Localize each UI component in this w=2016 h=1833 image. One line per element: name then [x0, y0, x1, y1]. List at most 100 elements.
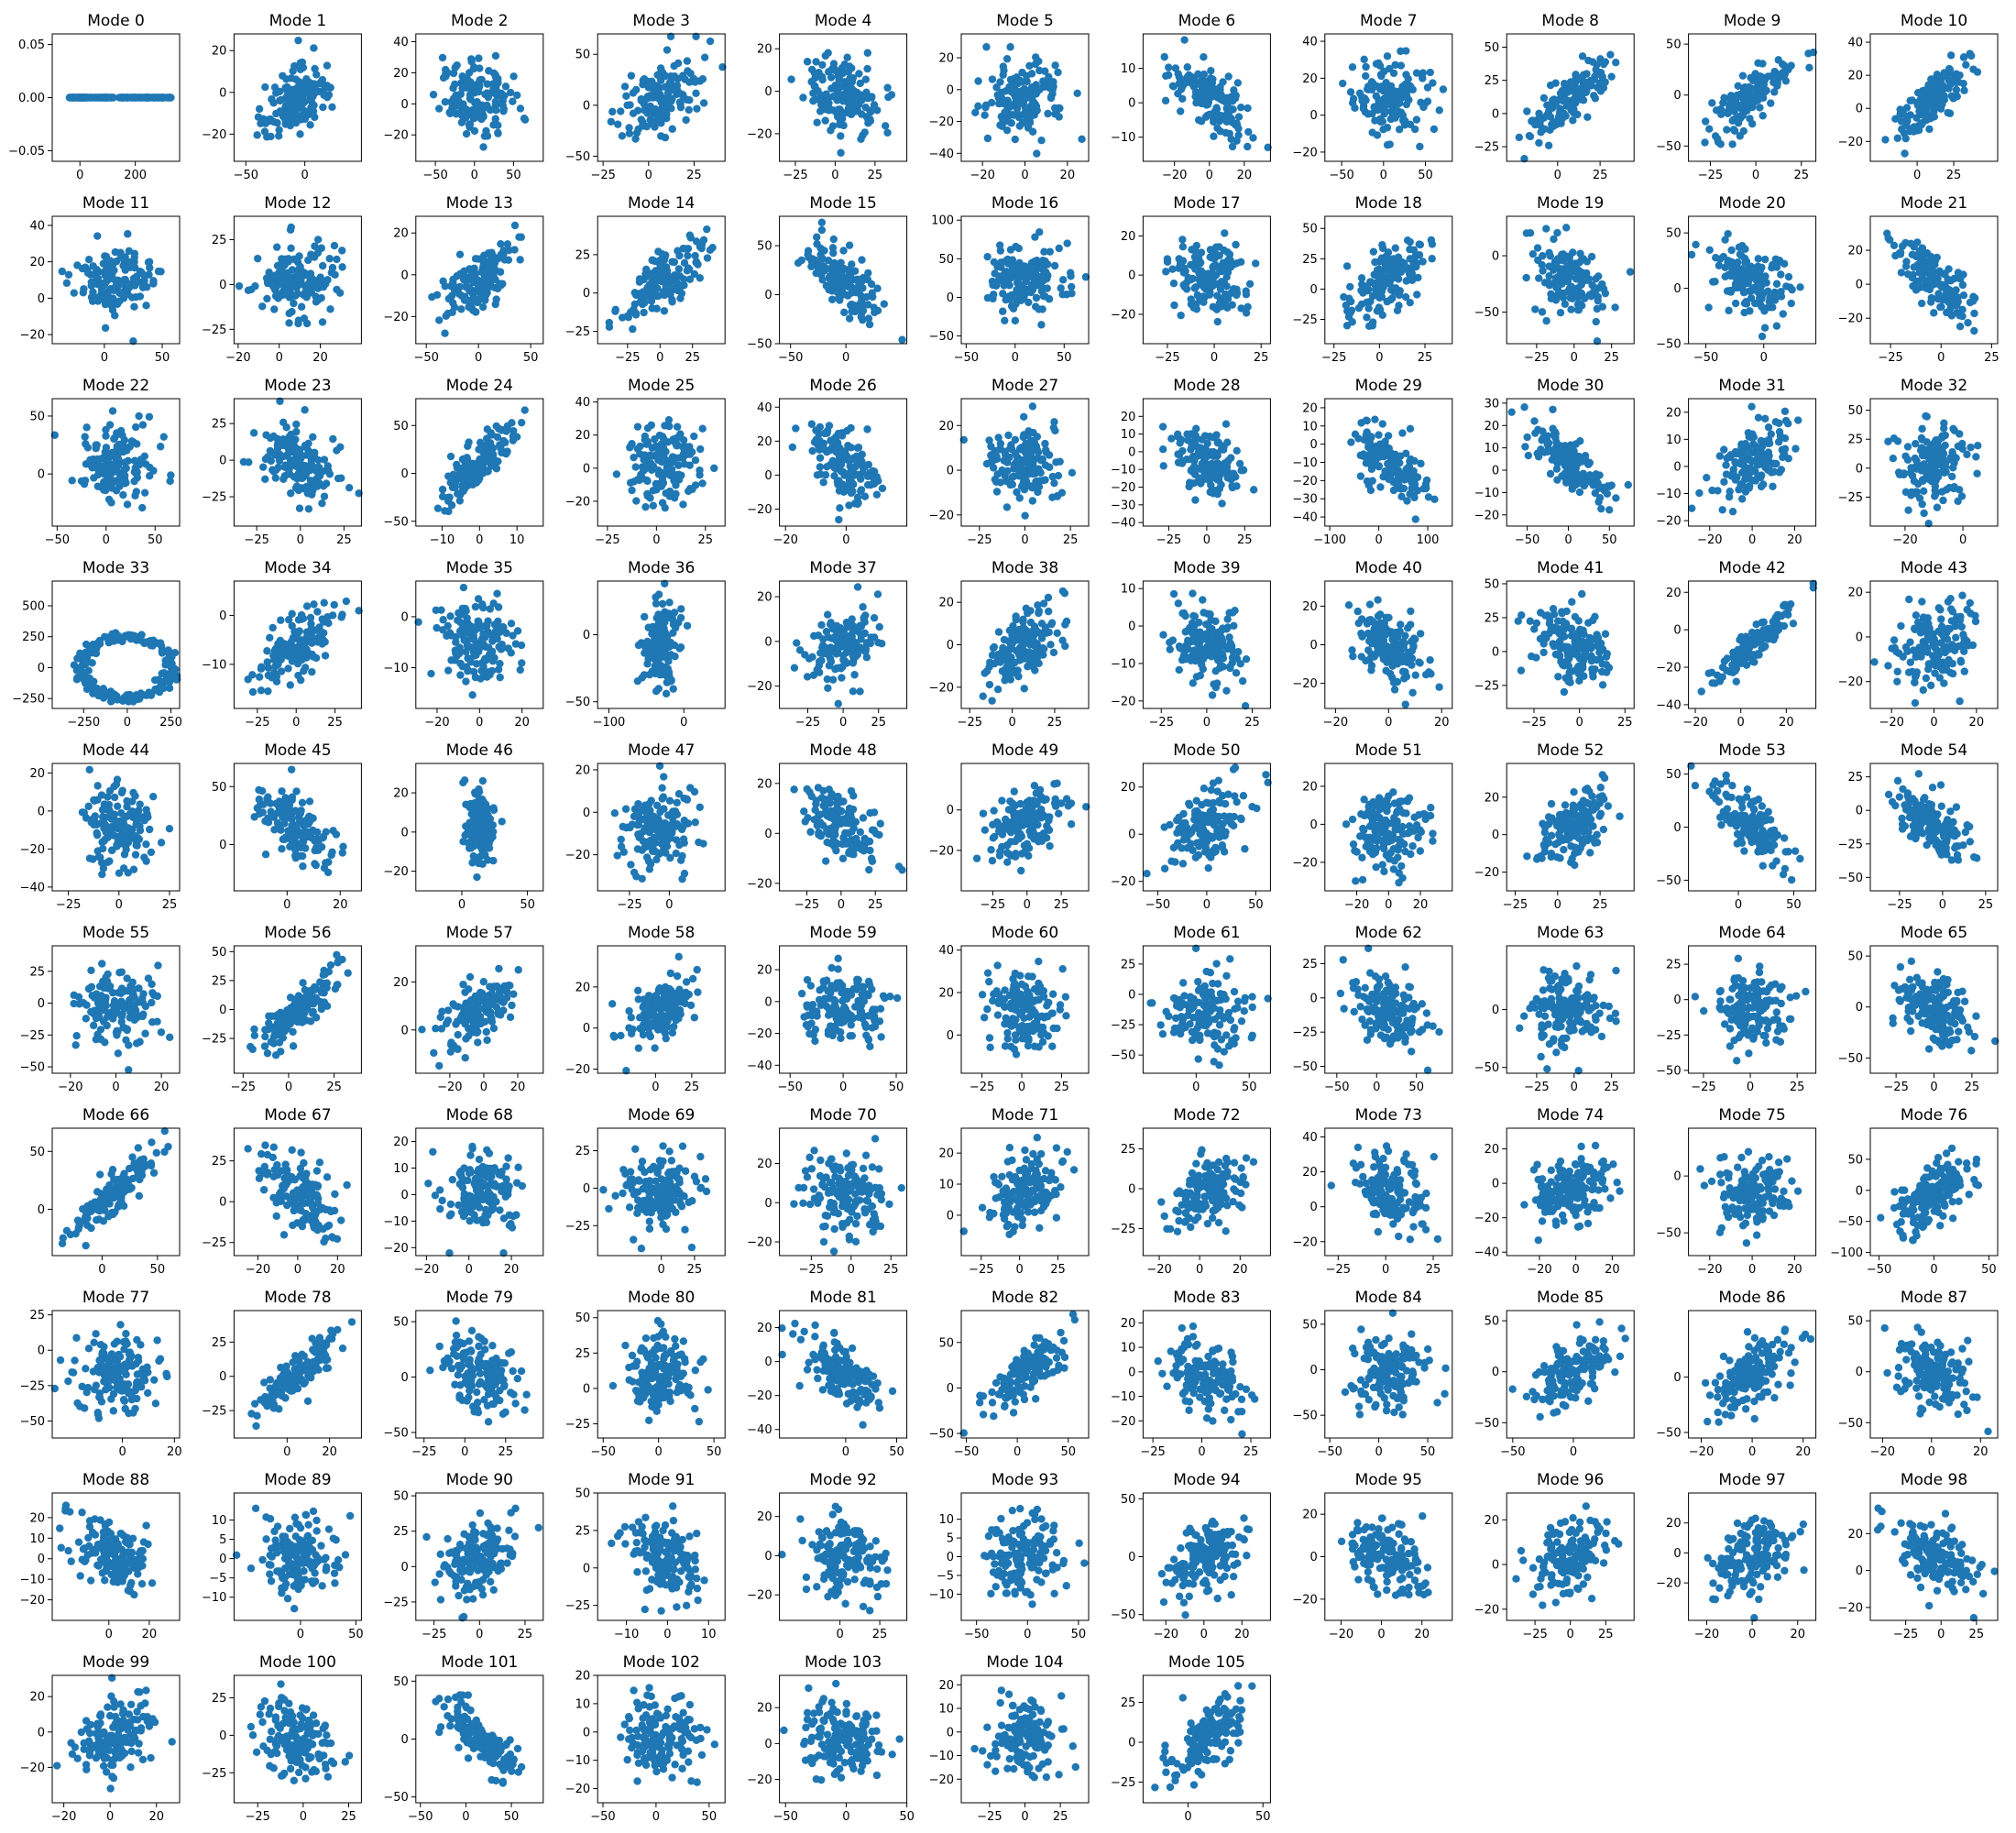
y-tick-label: 0	[219, 455, 226, 468]
data-point	[311, 242, 319, 250]
data-point	[1245, 280, 1255, 288]
data-point	[815, 69, 823, 77]
data-point	[1909, 281, 1917, 291]
data-point	[870, 101, 879, 109]
data-point	[1417, 98, 1425, 107]
y-tick-label: −20	[383, 311, 408, 324]
data-point	[1535, 274, 1543, 282]
data-point	[662, 71, 670, 81]
data-point	[813, 471, 822, 479]
data-point	[285, 433, 293, 441]
data-point	[996, 445, 1004, 453]
data-point	[1044, 260, 1052, 269]
data-point	[819, 478, 827, 487]
data-point	[1531, 305, 1539, 313]
data-point	[1415, 240, 1423, 248]
data-point	[827, 84, 836, 93]
data-point	[821, 471, 830, 479]
data-point	[1184, 436, 1192, 445]
data-point	[1363, 85, 1372, 93]
data-point	[142, 302, 150, 310]
data-point	[1930, 104, 1938, 113]
data-point	[1583, 276, 1592, 284]
data-point	[1178, 257, 1188, 265]
data-point	[661, 133, 670, 142]
data-point	[1225, 262, 1233, 270]
data-point	[835, 75, 843, 83]
y-tick-label: −20	[1292, 146, 1317, 159]
x-tick-label: −50	[778, 351, 803, 365]
data-point	[693, 104, 701, 113]
data-point	[1406, 298, 1414, 307]
data-point	[625, 124, 633, 132]
data-point	[1937, 302, 1945, 311]
x-tick-label: 50	[523, 351, 539, 365]
data-point	[1522, 273, 1530, 282]
data-point	[1406, 82, 1415, 91]
data-point	[1054, 471, 1063, 480]
data-point	[1375, 462, 1384, 470]
y-tick-label: −40	[1111, 517, 1135, 531]
data-point	[491, 115, 499, 123]
data-point	[639, 117, 647, 126]
data-point	[1624, 480, 1632, 489]
data-point	[1366, 278, 1375, 286]
y-tick-label: −30	[1111, 499, 1135, 512]
x-tick-label: −25	[783, 169, 807, 182]
data-point	[1066, 269, 1075, 277]
data-point	[816, 100, 826, 109]
data-point	[982, 43, 991, 51]
data-point	[466, 265, 474, 273]
data-point	[263, 133, 271, 141]
data-point	[1427, 236, 1436, 245]
data-point	[1388, 113, 1397, 122]
data-point	[1592, 317, 1600, 326]
data-point	[326, 305, 334, 313]
data-point	[830, 280, 839, 289]
data-point	[813, 118, 821, 126]
data-point	[1925, 125, 1934, 134]
data-point	[1758, 332, 1767, 341]
data-point	[266, 434, 275, 443]
subplot-title: Mode 4	[815, 12, 872, 30]
data-point	[476, 463, 485, 471]
data-point	[1346, 282, 1354, 291]
data-point	[1226, 470, 1234, 478]
data-point	[1762, 86, 1770, 95]
data-point	[467, 83, 476, 92]
data-point	[858, 308, 866, 317]
data-point	[105, 421, 115, 429]
y-tick-label: −20	[202, 128, 226, 142]
data-point	[294, 470, 302, 478]
data-point	[1021, 511, 1029, 520]
data-point	[1923, 105, 1931, 114]
data-point	[318, 318, 327, 326]
data-point	[1205, 291, 1214, 299]
subplot-title: Mode 15	[809, 194, 876, 213]
data-point	[1028, 98, 1037, 107]
data-point	[1556, 308, 1565, 317]
subplot-title: Mode 16	[992, 194, 1058, 213]
data-point	[1169, 82, 1178, 91]
x-tick-label: 25	[685, 351, 700, 365]
x-tick-label: 0	[831, 169, 838, 182]
data-point	[1946, 51, 1956, 60]
data-point	[296, 65, 305, 74]
data-point	[668, 125, 676, 133]
x-tick-label: 25	[1984, 351, 2000, 365]
data-point	[673, 442, 681, 450]
data-point	[1549, 405, 1557, 413]
data-point	[651, 123, 659, 131]
data-point	[316, 466, 325, 475]
data-point	[138, 283, 148, 291]
data-point	[338, 247, 346, 255]
data-point	[844, 106, 852, 115]
data-point	[124, 230, 132, 238]
y-tick-label: 0.00	[18, 92, 45, 105]
data-point	[807, 420, 816, 428]
y-tick-label: 20	[212, 45, 227, 59]
data-point	[470, 105, 478, 114]
